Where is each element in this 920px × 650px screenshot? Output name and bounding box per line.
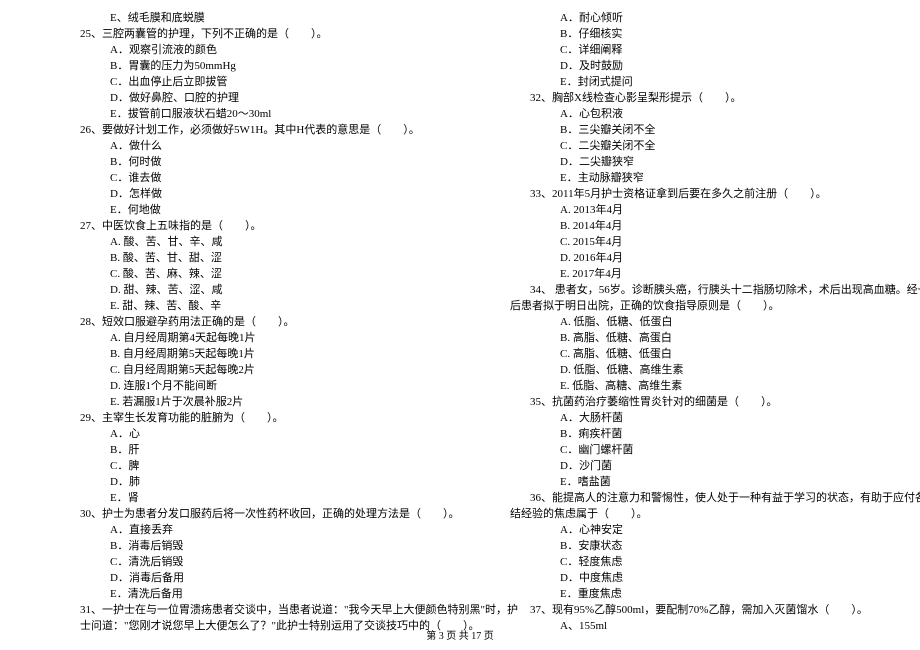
question-text: 33、2011年5月护士资格证拿到后要在多久之前注册（ ）。 (490, 186, 920, 202)
option-text: A. 自月经周期第4天起每晚1片 (40, 330, 470, 346)
option-text: C．出血停止后立即拔管 (40, 74, 470, 90)
option-text: A、155ml (490, 618, 920, 634)
option-text: A．直接丢弃 (40, 522, 470, 538)
page-container: E、绒毛膜和底蜕膜25、三腔两囊管的护理，下列不正确的是（ ）。A．观察引流液的… (0, 0, 920, 630)
question-text: 25、三腔两囊管的护理，下列不正确的是（ ）。 (40, 26, 470, 42)
option-text: C. 高脂、低糖、低蛋白 (490, 346, 920, 362)
option-text: D．消毒后备用 (40, 570, 470, 586)
option-text: E. 2017年4月 (490, 266, 920, 282)
question-text: 34、 患者女，56岁。诊断胰头癌，行胰头十二指肠切除术，术后出现高血糖。经一段… (490, 282, 920, 298)
option-text: A．做什么 (40, 138, 470, 154)
option-text: E．主动脉瓣狭窄 (490, 170, 920, 186)
left-column: E、绒毛膜和底蜕膜25、三腔两囊管的护理，下列不正确的是（ ）。A．观察引流液的… (30, 10, 480, 630)
question-text: 后患者拟于明日出院，正确的饮食指导原则是（ ）。 (490, 298, 920, 314)
option-text: A．耐心倾听 (490, 10, 920, 26)
option-text: B．安康状态 (490, 538, 920, 554)
option-text: D. 低脂、低糖、高维生素 (490, 362, 920, 378)
option-text: A．大肠杆菌 (490, 410, 920, 426)
option-text: A．观察引流液的颜色 (40, 42, 470, 58)
option-text: B. 酸、苦、甘、甜、涩 (40, 250, 470, 266)
option-text: D. 2016年4月 (490, 250, 920, 266)
option-text: A．心 (40, 426, 470, 442)
option-text: B．胃囊的压力为50mmHg (40, 58, 470, 74)
question-text: 30、护士为患者分发口服药后将一次性药杯收回，正确的处理方法是（ ）。 (40, 506, 470, 522)
option-text: B．三尖瓣关闭不全 (490, 122, 920, 138)
question-text: 士问道："您刚才说您早上大便怎么了？"此护士特别运用了交谈技巧中的（ ）。 (40, 618, 470, 634)
question-text: 28、短效口服避孕药用法正确的是（ ）。 (40, 314, 470, 330)
option-text: E．何地做 (40, 202, 470, 218)
option-text: A. 2013年4月 (490, 202, 920, 218)
option-text: D．二尖瓣狭窄 (490, 154, 920, 170)
question-text: 37、现有95%乙醇500ml，要配制70%乙醇，需加入灭菌馏水（ ）。 (490, 602, 920, 618)
question-text: 32、胸部X线检查心影呈梨形提示（ ）。 (490, 90, 920, 106)
option-text: C．幽门螺杆菌 (490, 442, 920, 458)
option-text: B. 自月经周期第5天起每晚1片 (40, 346, 470, 362)
option-text: B．痢疾杆菌 (490, 426, 920, 442)
option-text: D. 甜、辣、苦、涩、咸 (40, 282, 470, 298)
option-text: B．何时做 (40, 154, 470, 170)
question-text: 结经验的焦虑属于（ ）。 (490, 506, 920, 522)
option-text: D．做好鼻腔、口腔的护理 (40, 90, 470, 106)
question-text: 36、能提高人的注意力和警惕性，使人处于一种有益于学习的状态，有助于应付各种情境… (490, 490, 920, 506)
option-text: A．心包积液 (490, 106, 920, 122)
option-text: C．二尖瓣关闭不全 (490, 138, 920, 154)
option-text: E. 低脂、高糖、高维生素 (490, 378, 920, 394)
option-text: A．心神安定 (490, 522, 920, 538)
option-text: B. 2014年4月 (490, 218, 920, 234)
question-text: 26、要做好计划工作，必须做好5W1H。其中H代表的意思是（ ）。 (40, 122, 470, 138)
option-text: C．详细阐释 (490, 42, 920, 58)
option-text: B. 高脂、低糖、高蛋白 (490, 330, 920, 346)
option-text: C．谁去做 (40, 170, 470, 186)
question-text: 35、抗菌药治疗萎缩性胃炎针对的细菌是（ ）。 (490, 394, 920, 410)
option-text: E．肾 (40, 490, 470, 506)
option-text: C. 自月经周期第5天起每晚2片 (40, 362, 470, 378)
option-text: B．消毒后销毁 (40, 538, 470, 554)
option-text: C. 酸、苦、麻、辣、涩 (40, 266, 470, 282)
option-text: E．拔管前口服液状石蜡20～30ml (40, 106, 470, 122)
option-text: D．中度焦虑 (490, 570, 920, 586)
option-text: E. 若漏服1片于次晨补服2片 (40, 394, 470, 410)
option-text: E、绒毛膜和底蜕膜 (40, 10, 470, 26)
option-text: D．肺 (40, 474, 470, 490)
option-text: D．及时鼓励 (490, 58, 920, 74)
option-text: B．仔细核实 (490, 26, 920, 42)
option-text: E．嗜盐菌 (490, 474, 920, 490)
option-text: E．重度焦虑 (490, 586, 920, 602)
option-text: C．轻度焦虑 (490, 554, 920, 570)
option-text: D．沙门菌 (490, 458, 920, 474)
option-text: A. 酸、苦、甘、辛、咸 (40, 234, 470, 250)
option-text: B．肝 (40, 442, 470, 458)
option-text: C．脾 (40, 458, 470, 474)
option-text: E．清洗后备用 (40, 586, 470, 602)
option-text: A. 低脂、低糖、低蛋白 (490, 314, 920, 330)
option-text: E. 甜、辣、苦、酸、辛 (40, 298, 470, 314)
option-text: E．封闭式提问 (490, 74, 920, 90)
option-text: D. 连服1个月不能间断 (40, 378, 470, 394)
option-text: C. 2015年4月 (490, 234, 920, 250)
right-column: A．耐心倾听B．仔细核实C．详细阐释D．及时鼓励E．封闭式提问32、胸部X线检查… (480, 10, 920, 630)
option-text: C．清洗后销毁 (40, 554, 470, 570)
question-text: 27、中医饮食上五味指的是（ ）。 (40, 218, 470, 234)
question-text: 31、一护士在与一位胃溃疡患者交谈中，当患者说道："我今天早上大便颜色特别黑"时… (40, 602, 470, 618)
question-text: 29、主宰生长发育功能的脏腑为（ ）。 (40, 410, 470, 426)
option-text: D．怎样做 (40, 186, 470, 202)
